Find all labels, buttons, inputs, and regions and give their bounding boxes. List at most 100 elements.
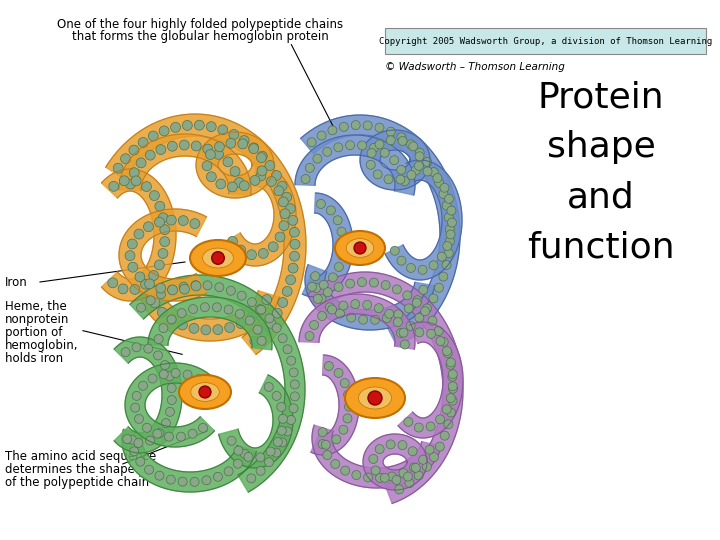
Circle shape <box>271 171 282 180</box>
Circle shape <box>224 467 233 476</box>
Circle shape <box>446 408 456 417</box>
Circle shape <box>341 466 350 475</box>
Circle shape <box>386 136 395 145</box>
Circle shape <box>307 138 316 147</box>
Polygon shape <box>398 322 463 438</box>
Circle shape <box>288 215 298 225</box>
Circle shape <box>239 181 249 191</box>
Circle shape <box>240 449 249 458</box>
Polygon shape <box>299 294 415 349</box>
Ellipse shape <box>179 375 231 409</box>
Circle shape <box>346 279 354 288</box>
Circle shape <box>194 120 204 130</box>
Circle shape <box>216 179 226 189</box>
Circle shape <box>433 173 442 183</box>
Circle shape <box>446 394 455 403</box>
Circle shape <box>237 291 246 300</box>
Circle shape <box>408 447 417 456</box>
Circle shape <box>269 242 278 252</box>
Circle shape <box>374 303 383 313</box>
Circle shape <box>279 414 287 423</box>
Circle shape <box>228 237 238 246</box>
Circle shape <box>369 455 378 463</box>
Circle shape <box>414 471 423 480</box>
Circle shape <box>190 219 200 228</box>
Circle shape <box>380 474 390 482</box>
Circle shape <box>272 308 282 318</box>
Circle shape <box>257 166 267 176</box>
Circle shape <box>435 178 444 187</box>
Circle shape <box>440 183 449 192</box>
Circle shape <box>207 172 216 181</box>
Circle shape <box>248 298 256 307</box>
Text: that forms the globular hemoglobin protein: that forms the globular hemoglobin prote… <box>71 30 328 43</box>
Circle shape <box>218 125 228 135</box>
Circle shape <box>369 278 379 287</box>
Circle shape <box>122 435 132 443</box>
Circle shape <box>168 285 176 294</box>
Circle shape <box>136 457 145 466</box>
Circle shape <box>336 309 344 318</box>
Text: shape: shape <box>546 130 656 164</box>
Circle shape <box>363 300 372 309</box>
Circle shape <box>225 322 235 333</box>
Circle shape <box>423 304 431 313</box>
Polygon shape <box>125 363 215 447</box>
Circle shape <box>215 283 224 292</box>
Circle shape <box>188 429 197 438</box>
Circle shape <box>397 133 406 142</box>
Circle shape <box>277 181 287 191</box>
Circle shape <box>164 432 174 441</box>
Circle shape <box>235 245 246 255</box>
Circle shape <box>434 327 443 335</box>
Circle shape <box>317 294 326 303</box>
Circle shape <box>228 182 238 192</box>
Circle shape <box>226 286 235 295</box>
Polygon shape <box>360 130 430 190</box>
Polygon shape <box>119 209 207 301</box>
Circle shape <box>444 249 454 258</box>
Text: The amino acid sequence: The amino acid sequence <box>5 450 156 463</box>
Circle shape <box>415 328 424 337</box>
Circle shape <box>369 144 378 152</box>
Text: © Wadsworth – Thomson Learning: © Wadsworth – Thomson Learning <box>385 62 565 72</box>
Circle shape <box>247 474 256 483</box>
Circle shape <box>144 344 153 353</box>
Circle shape <box>373 170 382 179</box>
Circle shape <box>205 150 215 159</box>
Circle shape <box>160 225 170 234</box>
Circle shape <box>398 137 407 145</box>
Circle shape <box>127 435 137 444</box>
Circle shape <box>343 414 352 423</box>
Circle shape <box>371 315 379 325</box>
Circle shape <box>368 391 382 405</box>
Circle shape <box>410 463 418 472</box>
Circle shape <box>423 167 432 176</box>
Circle shape <box>238 139 248 149</box>
Circle shape <box>223 157 233 167</box>
Circle shape <box>325 362 333 370</box>
Circle shape <box>199 423 207 433</box>
Circle shape <box>227 436 236 446</box>
Text: of the polypeptide chain: of the polypeptide chain <box>5 476 149 489</box>
Circle shape <box>265 160 275 171</box>
Circle shape <box>244 453 253 461</box>
Circle shape <box>448 396 457 405</box>
Ellipse shape <box>191 383 220 401</box>
Circle shape <box>423 158 432 166</box>
Circle shape <box>278 334 287 343</box>
Circle shape <box>415 148 424 157</box>
Circle shape <box>380 148 390 157</box>
Circle shape <box>357 278 366 287</box>
Circle shape <box>429 167 438 177</box>
Circle shape <box>339 425 348 434</box>
Circle shape <box>346 141 355 150</box>
Circle shape <box>213 472 222 481</box>
Circle shape <box>230 166 240 177</box>
Circle shape <box>384 309 394 319</box>
Text: portion of: portion of <box>5 326 63 339</box>
FancyBboxPatch shape <box>385 28 706 54</box>
Circle shape <box>277 426 287 435</box>
Circle shape <box>442 201 451 210</box>
Circle shape <box>444 420 453 429</box>
